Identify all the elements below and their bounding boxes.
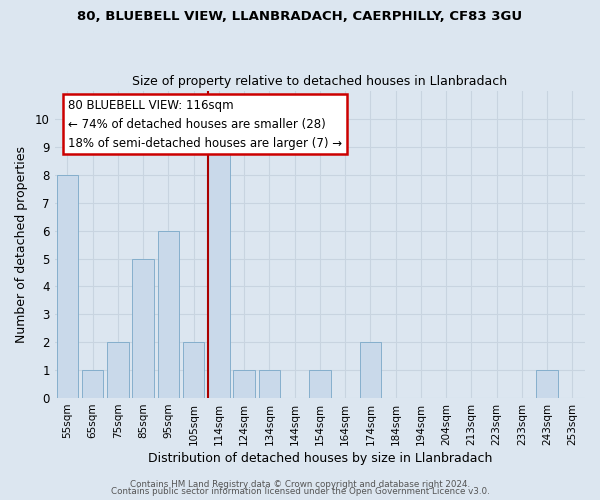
Text: 80 BLUEBELL VIEW: 116sqm
← 74% of detached houses are smaller (28)
18% of semi-d: 80 BLUEBELL VIEW: 116sqm ← 74% of detach… — [68, 98, 342, 150]
Text: Contains public sector information licensed under the Open Government Licence v3: Contains public sector information licen… — [110, 487, 490, 496]
Bar — [133, 258, 154, 398]
Bar — [359, 342, 381, 398]
Bar — [536, 370, 558, 398]
Bar — [309, 370, 331, 398]
Text: Contains HM Land Registry data © Crown copyright and database right 2024.: Contains HM Land Registry data © Crown c… — [130, 480, 470, 489]
Title: Size of property relative to detached houses in Llanbradach: Size of property relative to detached ho… — [132, 76, 508, 88]
Bar — [56, 175, 78, 398]
X-axis label: Distribution of detached houses by size in Llanbradach: Distribution of detached houses by size … — [148, 452, 492, 465]
Bar — [208, 147, 230, 398]
Bar — [233, 370, 255, 398]
Bar — [82, 370, 103, 398]
Bar — [107, 342, 128, 398]
Bar — [183, 342, 205, 398]
Bar — [259, 370, 280, 398]
Y-axis label: Number of detached properties: Number of detached properties — [15, 146, 28, 343]
Text: 80, BLUEBELL VIEW, LLANBRADACH, CAERPHILLY, CF83 3GU: 80, BLUEBELL VIEW, LLANBRADACH, CAERPHIL… — [77, 10, 523, 23]
Bar — [158, 230, 179, 398]
